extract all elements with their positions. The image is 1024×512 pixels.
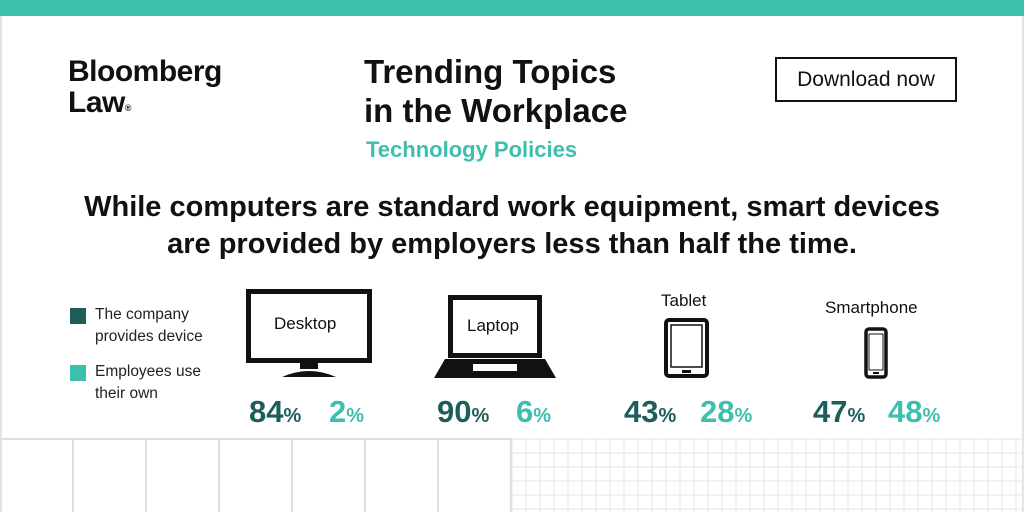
headline-line-2: are provided by employers less than half… (167, 228, 857, 260)
desktop-monitor-icon (246, 289, 372, 377)
percent-sign: % (922, 405, 941, 427)
title-line-2: in the Workplace (364, 92, 628, 129)
stat-value: 43 (624, 394, 659, 429)
device-label-desktop: Desktop (274, 314, 337, 333)
stat-laptop-company: 90% (437, 394, 489, 430)
percent-sign: % (847, 405, 866, 427)
stat-laptop-employee: 6% (516, 394, 551, 430)
device-label-laptop: Laptop (467, 316, 519, 335)
small-grid (511, 438, 1024, 512)
stat-value: 2 (329, 394, 347, 429)
page-title: Trending Topics in the Workplace (364, 52, 627, 130)
percent-sign: % (533, 405, 552, 427)
stat-value: 28 (700, 394, 735, 429)
stat-value: 6 (516, 394, 534, 429)
percent-sign: % (346, 405, 365, 427)
stat-value: 47 (813, 394, 848, 429)
stat-value: 48 (888, 394, 923, 429)
legend-label-company-1: The company (95, 306, 189, 323)
legend-swatch-company (70, 308, 86, 324)
logo-law-text: Law (68, 86, 125, 119)
registered-mark: ® (124, 103, 132, 113)
frame-left-border (0, 16, 2, 512)
tablet-icon (664, 318, 709, 378)
headline-line-1: While computers are standard work equipm… (84, 191, 940, 223)
stat-desktop-company: 84% (249, 394, 301, 430)
download-now-button[interactable]: Download now (775, 57, 957, 102)
stat-value: 90 (437, 394, 472, 429)
laptop-icon (434, 295, 556, 378)
title-line-1: Trending Topics (364, 53, 617, 90)
legend-swatch-employees (70, 365, 86, 381)
logo-line-2: Law® (68, 87, 222, 118)
device-label-tablet: Tablet (661, 291, 707, 310)
percent-sign: % (283, 405, 302, 427)
headline: While computers are standard work equipm… (40, 189, 984, 263)
stat-smartphone-employee: 48% (888, 394, 940, 430)
percent-sign: % (471, 405, 490, 427)
stat-desktop-employee: 2% (329, 394, 364, 430)
logo-line-1: Bloomberg (68, 55, 222, 88)
legend-item-employees: Employees use their own (70, 361, 265, 405)
bloomberg-law-logo: Bloomberg Law® (68, 56, 222, 118)
stat-value: 84 (249, 394, 284, 429)
page-subtitle: Technology Policies (366, 137, 578, 162)
legend: The company provides device Employees us… (70, 304, 265, 405)
decorative-grid (0, 438, 1024, 512)
device-label-smartphone: Smartphone (825, 298, 918, 317)
top-accent-bar (0, 0, 1024, 16)
percent-sign: % (658, 405, 677, 427)
frame-right-border (1022, 16, 1024, 512)
smartphone-icon (864, 327, 888, 379)
percent-sign: % (734, 405, 753, 427)
stat-tablet-employee: 28% (700, 394, 752, 430)
large-grid (0, 438, 512, 512)
legend-item-company: The company provides device (70, 304, 265, 348)
legend-label-employees-2: their own (95, 385, 158, 402)
stat-tablet-company: 43% (624, 394, 676, 430)
stat-smartphone-company: 47% (813, 394, 865, 430)
legend-label-company-2: provides device (95, 328, 203, 345)
legend-label-employees-1: Employees use (95, 363, 201, 380)
